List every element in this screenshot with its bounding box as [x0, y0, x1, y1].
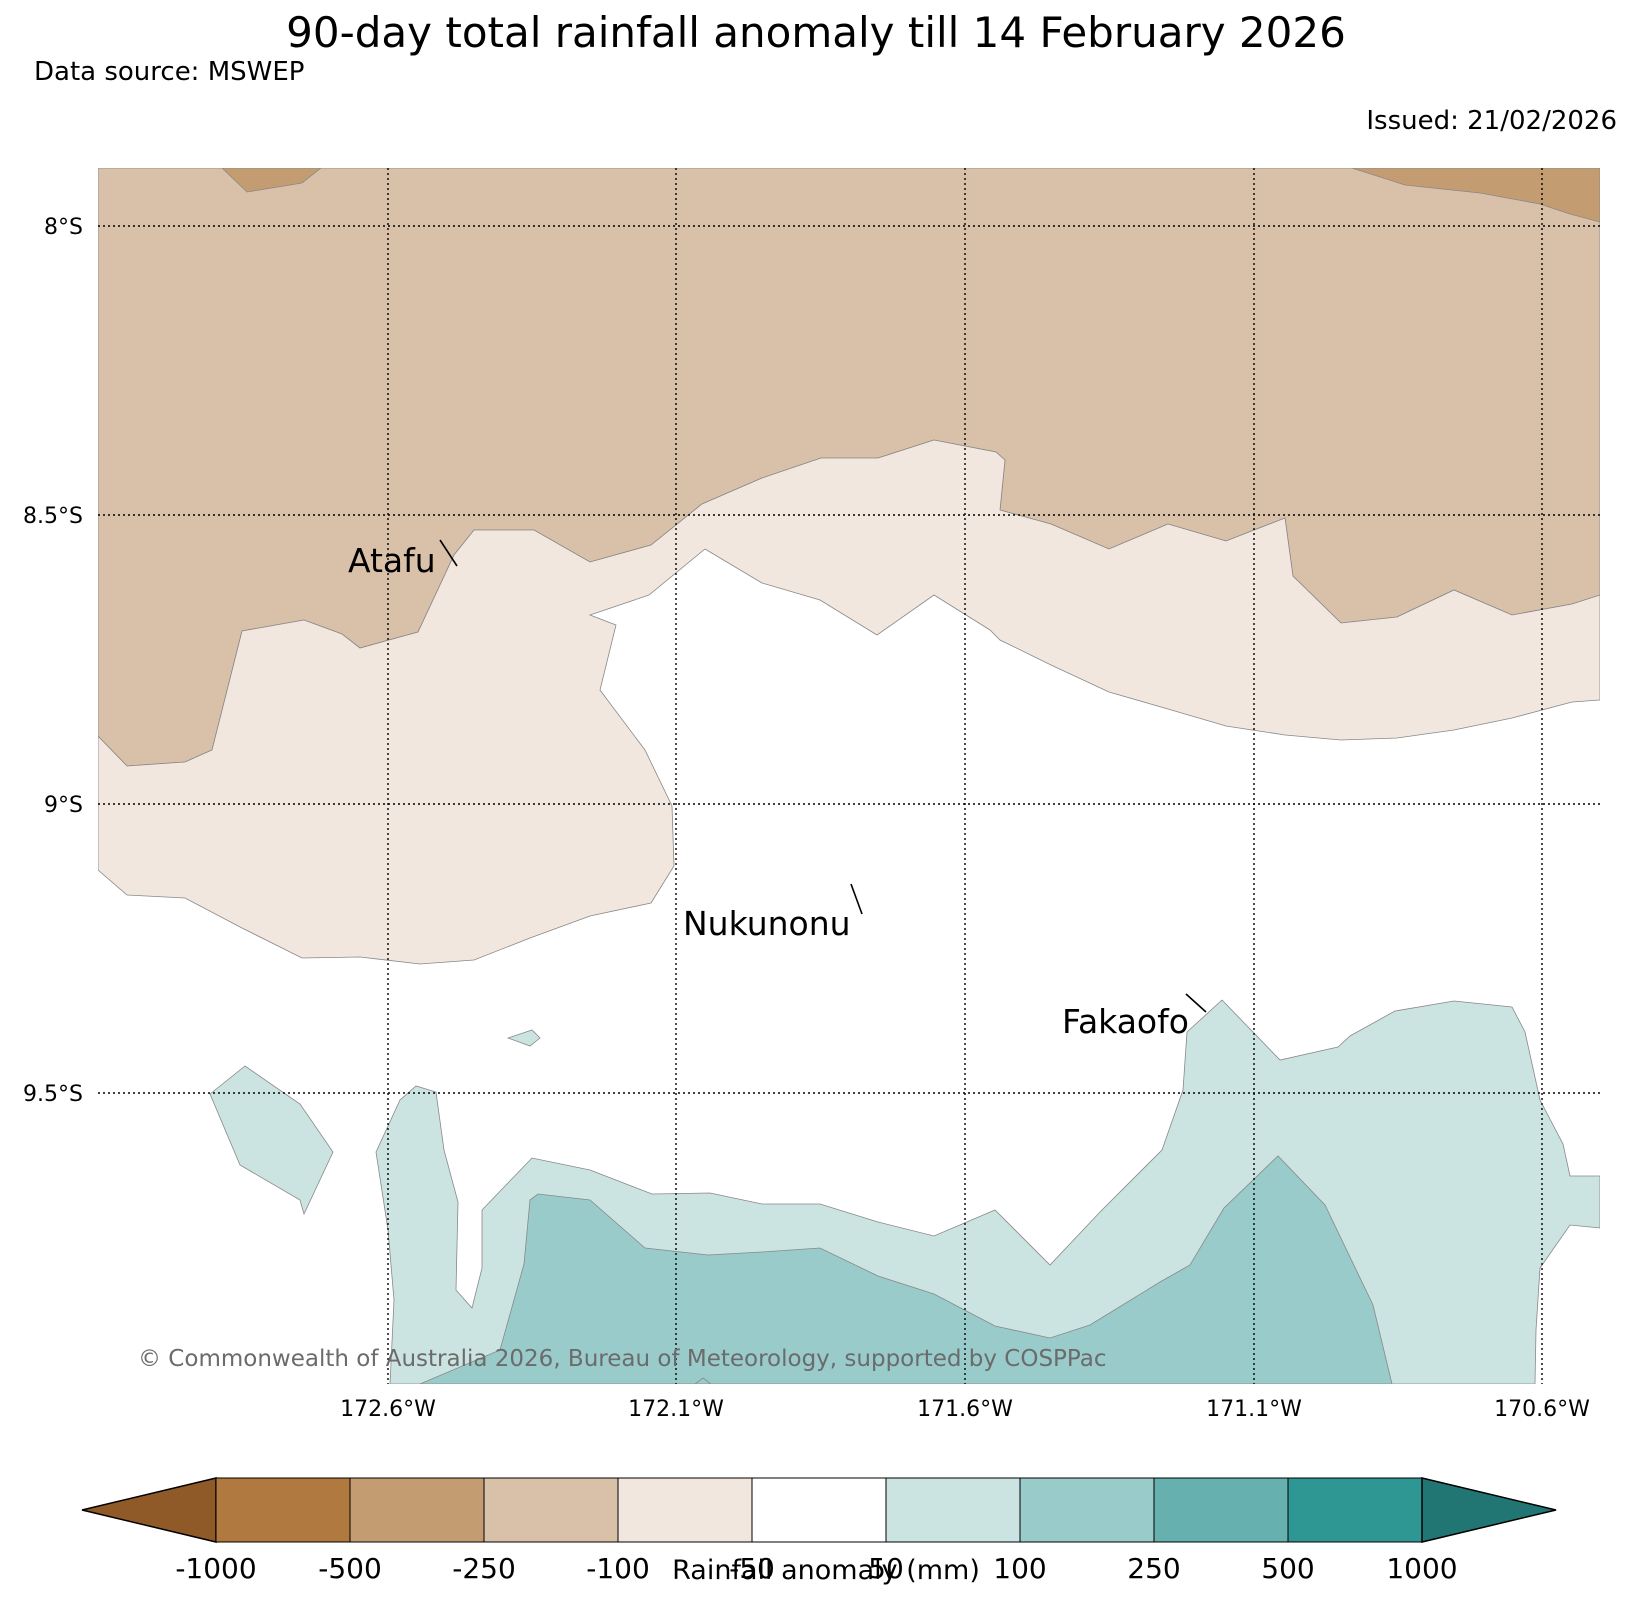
- lat-label-8s: 8°S: [44, 215, 83, 240]
- colorbar-segment: [1153, 1477, 1289, 1543]
- map-area: Atafu Nukunonu Fakaofo © Commonwealth of…: [98, 168, 1600, 1384]
- anomaly-region-50-100-west: [209, 1065, 334, 1216]
- chart-title: 90-day total rainfall anomaly till 14 Fe…: [286, 8, 1346, 57]
- place-label-nukunonu: Nukunonu: [683, 904, 851, 943]
- colorbar-tick-label: 250: [1127, 1552, 1180, 1585]
- colorbar-tick-label: -250: [452, 1552, 516, 1585]
- anomaly-region-50-100-blob: [506, 1029, 541, 1047]
- colorbar-segment: [349, 1477, 485, 1543]
- anomaly-region-neg250-500-west: [221, 168, 322, 193]
- colorbar-label: Rainfall anomaly (mm): [672, 1555, 980, 1586]
- colorbar-tick-label: 1000: [1386, 1552, 1457, 1585]
- lon-label-171-1w: 171.1°W: [1206, 1397, 1302, 1422]
- colorbar-segment: [885, 1477, 1021, 1543]
- fakaofo-leader-line: [1185, 993, 1207, 1013]
- lat-label-9s: 9°S: [44, 793, 83, 818]
- colorbar-tick-label: 500: [1261, 1552, 1314, 1585]
- colorbar-segment: [483, 1477, 619, 1543]
- colorbar-segment: [1019, 1477, 1155, 1543]
- colorbar-segment: [617, 1477, 753, 1543]
- place-nukunonu: Nukunonu: [683, 883, 863, 943]
- issued-date: Issued: 21/02/2026: [1366, 106, 1617, 136]
- place-fakaofo: Fakaofo: [1062, 993, 1207, 1041]
- lat-gridlines: [98, 225, 1600, 1094]
- nukunonu-leader-line: [850, 883, 863, 915]
- colorbar-segment: [751, 1477, 887, 1543]
- lat-tick-labels: 8°S 8.5°S 9°S 9.5°S: [23, 215, 83, 1107]
- colorbar-tick-label: 50: [868, 1552, 904, 1585]
- colorbar-tick-labels: -1000 -500 -250 -100 -50 50 100 250 500 1000: [175, 1552, 1457, 1585]
- colorbar-tick-label: -500: [318, 1552, 382, 1585]
- colorbar-extend-low: [81, 1477, 217, 1543]
- lon-tick-labels: 172.6°W 172.1°W 171.6°W 171.1°W 170.6°W: [340, 1397, 1590, 1422]
- lon-label-171-6w: 171.6°W: [917, 1397, 1013, 1422]
- anomaly-region-100-250-peak: [694, 1377, 712, 1384]
- lon-label-170-6w: 170.6°W: [1494, 1397, 1590, 1422]
- data-source: Data source: MSWEP: [34, 57, 304, 87]
- colorbar-tick-label: 100: [993, 1552, 1046, 1585]
- colorbar-tick-label: -100: [586, 1552, 650, 1585]
- atafu-leader-line: [439, 539, 458, 567]
- colorbar-tick-label: -50: [729, 1552, 775, 1585]
- anomaly-region-100-250: [419, 1155, 1393, 1384]
- colorbar-segment: [215, 1477, 351, 1543]
- anomaly-region-neg250-500-east: [1351, 168, 1600, 223]
- colorbar-tick-label: -1000: [175, 1552, 256, 1585]
- lon-label-172-6w: 172.6°W: [340, 1397, 436, 1422]
- colorbar-segment: [1287, 1477, 1423, 1543]
- place-atafu: Atafu: [348, 539, 458, 580]
- colorbar: [81, 1477, 1557, 1543]
- lat-label-8-5s: 8.5°S: [23, 504, 83, 529]
- anomaly-region-neg50-100: [98, 439, 1600, 965]
- colorbar-extend-high: [1421, 1477, 1557, 1543]
- copyright-notice: © Commonwealth of Australia 2026, Bureau…: [138, 1346, 1107, 1372]
- lon-label-172-1w: 172.1°W: [628, 1397, 724, 1422]
- place-label-atafu: Atafu: [348, 541, 436, 580]
- place-label-fakaofo: Fakaofo: [1062, 1002, 1189, 1041]
- lat-label-9-5s: 9.5°S: [23, 1082, 83, 1107]
